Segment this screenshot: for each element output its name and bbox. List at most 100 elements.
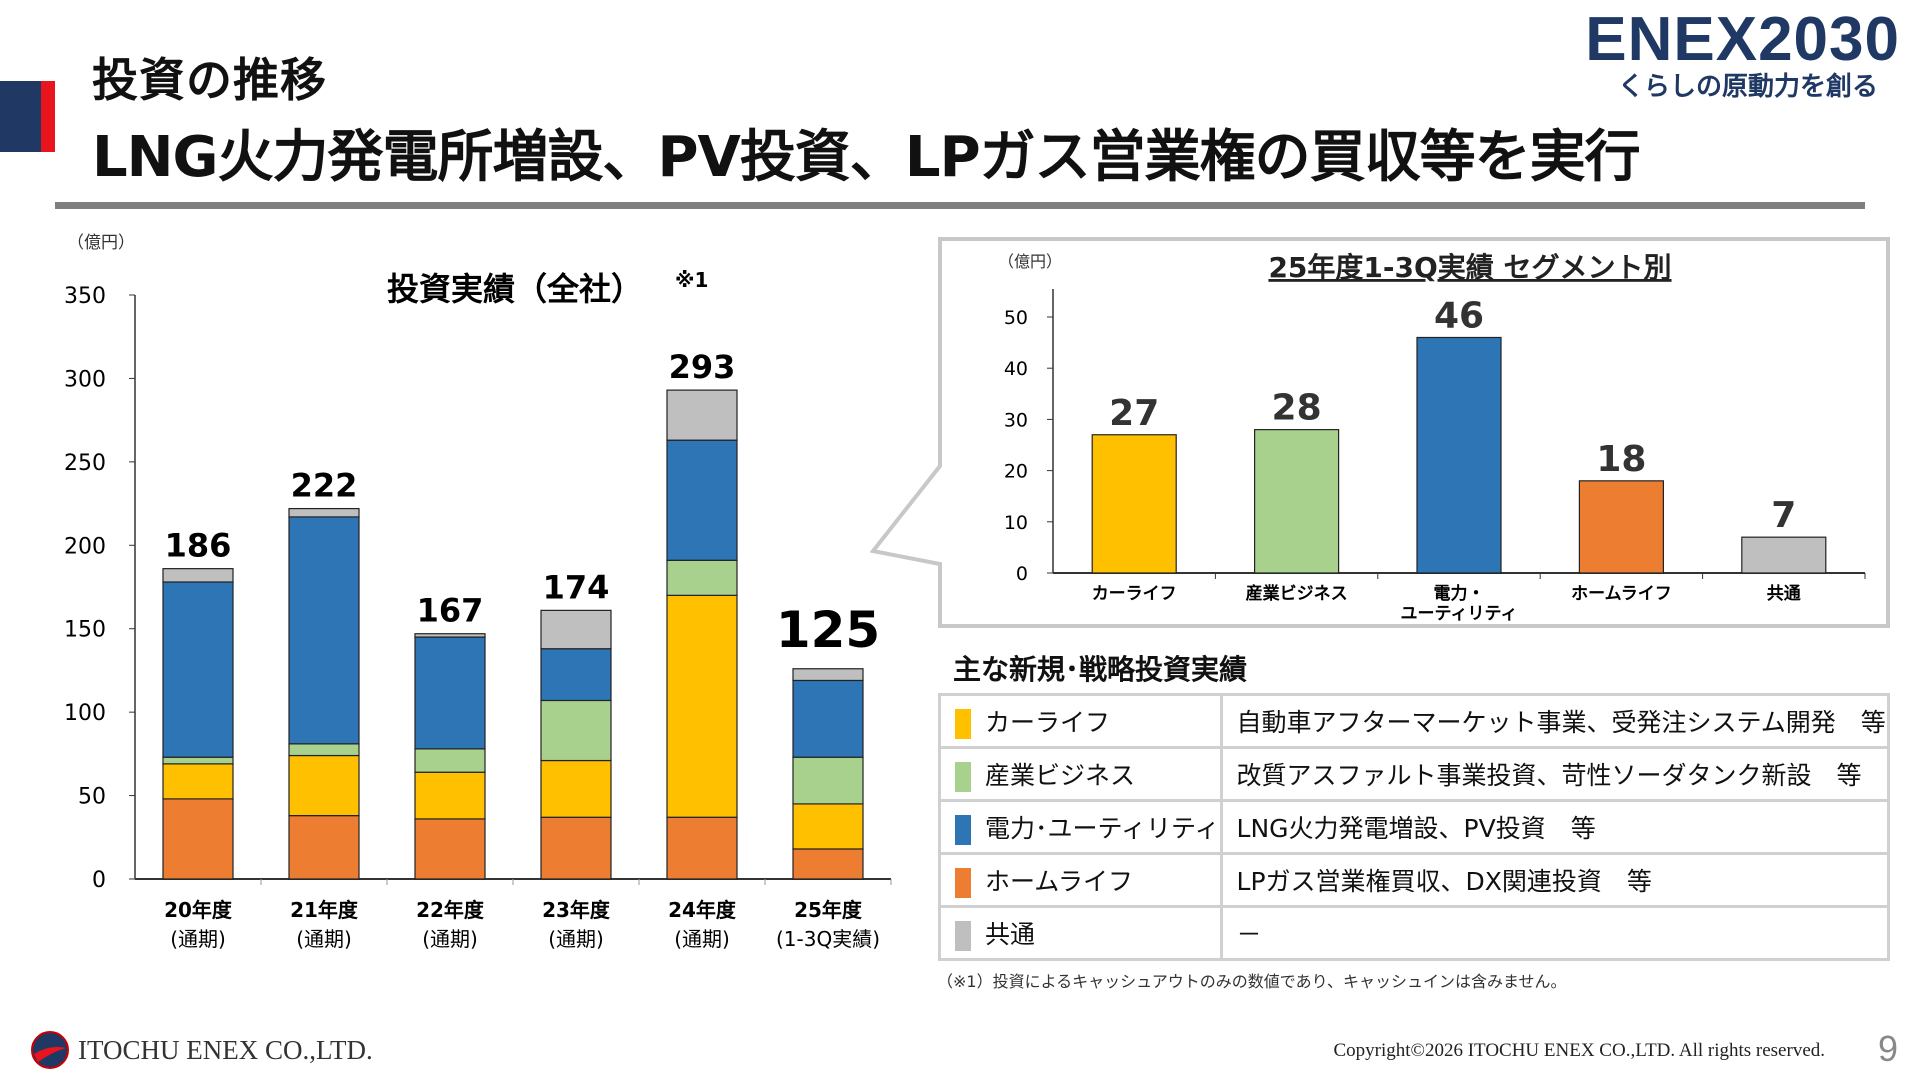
table-row: 産業ビジネス 改質アスファルト事業投資、苛性ソーダタンク新設 等 <box>938 746 1891 802</box>
brand-logo: ENEX2030 くらしの原動力を創る <box>1585 5 1900 103</box>
x-category-sublabel: (通期) <box>674 927 730 951</box>
x-category-label: 20年度 <box>164 898 233 922</box>
segment-cell: 電力･ユーティリティ <box>938 799 1223 855</box>
segment-cell: 産業ビジネス <box>938 746 1223 802</box>
segment-cell: 共通 <box>938 905 1223 961</box>
x-category-label: カーライフ <box>1092 584 1177 604</box>
x-category-label: 25年度 <box>794 898 863 922</box>
segment-bar <box>1091 434 1177 574</box>
bar-segment-home_life <box>414 818 486 880</box>
brand-name: ENEX2030 <box>1585 5 1900 74</box>
bar-segment-common <box>288 507 360 518</box>
bar-segment-home_life <box>540 816 612 880</box>
y-tick-label: 0 <box>1016 563 1028 585</box>
x-category-sublabel: (通期) <box>422 927 478 951</box>
table-row: ホームライフ LPガス営業権買収、DX関連投資 等 <box>938 852 1891 908</box>
y-tick-label: 40 <box>1004 358 1028 380</box>
segment-color-swatch <box>955 921 971 951</box>
bar-segment-industrial <box>540 699 612 762</box>
segment-color-swatch <box>955 709 971 739</box>
y-tick-label: 200 <box>64 534 106 559</box>
bar-value-label: 46 <box>1434 295 1484 336</box>
bar-value-label: 28 <box>1272 388 1322 429</box>
segment-bar <box>1578 480 1665 574</box>
bar-segment-common <box>540 609 612 650</box>
bar-segment-home_life <box>666 816 738 880</box>
x-category-label: 24年度 <box>668 898 737 922</box>
segment-color-swatch <box>955 815 971 845</box>
x-category-label: 産業ビジネス <box>1246 583 1348 604</box>
bar-segment-industrial <box>288 743 360 757</box>
left-chart-title: 投資実績（全社） <box>387 270 643 308</box>
y-tick-label: 300 <box>64 367 106 392</box>
y-tick-label: 20 <box>1004 461 1028 483</box>
segment-bar <box>1254 429 1340 574</box>
detail-cell: 自動車アフターマーケット事業、受発注システム開発 等 <box>1219 693 1891 749</box>
bar-segment-car_life <box>414 771 486 820</box>
bar-segment-industrial <box>162 756 234 765</box>
bar-segment-industrial <box>666 559 738 596</box>
investment-stacked-bar-chart: （億円） 投資実績（全社） ※1 0 50 100 150 200 250 300 350 18… <box>64 233 892 951</box>
bar-value-label: 18 <box>1596 439 1646 480</box>
detail-cell: LNG火力発電増設、PV投資 等 <box>1219 799 1891 855</box>
segment-cell: カーライフ <box>938 693 1223 749</box>
bar-segment-car_life <box>162 763 234 800</box>
y-tick-label: 50 <box>1004 307 1028 329</box>
bar-total-label: 167 <box>417 592 484 630</box>
right-chart-title: 25年度1-3Q実績 セグメント別 <box>1268 251 1671 284</box>
table-heading: 主な新規･戦略投資実績 <box>953 653 1248 686</box>
bar-segment-power <box>414 636 486 750</box>
bar-value-label: 27 <box>1109 393 1159 434</box>
bar-segment-home_life <box>288 814 360 880</box>
bar-segment-power <box>540 648 612 702</box>
title-divider <box>55 202 1865 209</box>
segment-bar <box>1416 336 1502 574</box>
bar-segment-car_life <box>792 803 864 850</box>
bar-total-label: 125 <box>776 601 880 659</box>
bar-segment-car_life <box>666 594 738 818</box>
right-unit-label: （億円） <box>998 252 1062 271</box>
left-chart-title-note: ※1 <box>675 268 708 292</box>
bar-segment-common <box>666 389 738 441</box>
strategic-investment-table: カーライフ 自動車アフターマーケット事業、受発注システム開発 等産業ビジネス 改質ア… <box>938 693 1891 961</box>
bar-total-label: 293 <box>669 348 736 386</box>
bar-segment-power <box>162 581 234 758</box>
x-category-label: 21年度 <box>290 898 359 922</box>
bar-segment-common <box>792 668 864 682</box>
segment-name: ホームライフ <box>985 867 1134 896</box>
company-logo: ITOCHU ENEX CO.,LTD. <box>30 1030 373 1070</box>
page-subtitle: 投資の推移 <box>92 53 327 107</box>
bar-segment-home_life <box>792 848 864 880</box>
bar-segment-common <box>162 568 234 583</box>
x-category-sublabel: (1-3Q実績) <box>776 927 880 951</box>
segment-name: 電力･ユーティリティ <box>985 814 1220 843</box>
table-row: カーライフ 自動車アフターマーケット事業、受発注システム開発 等 <box>938 693 1891 749</box>
detail-cell: 改質アスファルト事業投資、苛性ソーダタンク新設 等 <box>1219 746 1891 802</box>
detail-cell: － <box>1219 905 1891 961</box>
x-category-label: ユーティリティ <box>1401 604 1518 624</box>
footnote: （※1）投資によるキャッシュアウトのみの数値であり、キャッシュインは含みません。 <box>937 972 1567 991</box>
bar-segment-power <box>792 679 864 758</box>
bar-total-label: 174 <box>543 568 610 606</box>
copyright: Copyright©2026 ITOCHU ENEX CO.,LTD. All … <box>1333 1040 1825 1061</box>
x-category-sublabel: (通期) <box>296 927 352 951</box>
segment-bar <box>1741 536 1827 574</box>
y-tick-label: 30 <box>1004 409 1028 431</box>
company-name: ITOCHU ENEX CO.,LTD. <box>78 1034 373 1065</box>
detail-cell: LPガス営業権買収、DX関連投資 等 <box>1219 852 1891 908</box>
bar-segment-common <box>414 633 486 638</box>
left-unit-label: （億円） <box>67 233 135 253</box>
y-tick-label: 150 <box>64 618 106 643</box>
x-category-label: 電力・ <box>1434 583 1485 604</box>
bar-segment-car_life <box>288 754 360 817</box>
page-title: LNG火力発電所増設、PV投資、LPガス営業権の買収等を実行 <box>92 125 1641 190</box>
bar-total-label: 222 <box>291 467 358 505</box>
segment-name: カーライフ <box>985 708 1111 737</box>
page-number: 9 <box>1877 1028 1898 1069</box>
x-category-sublabel: (通期) <box>170 927 226 951</box>
title-accent-bar <box>0 81 55 152</box>
y-tick-label: 350 <box>64 284 106 309</box>
y-tick-label: 10 <box>1004 512 1028 534</box>
x-category-label: 23年度 <box>542 898 611 922</box>
y-tick-label: 250 <box>64 451 106 476</box>
